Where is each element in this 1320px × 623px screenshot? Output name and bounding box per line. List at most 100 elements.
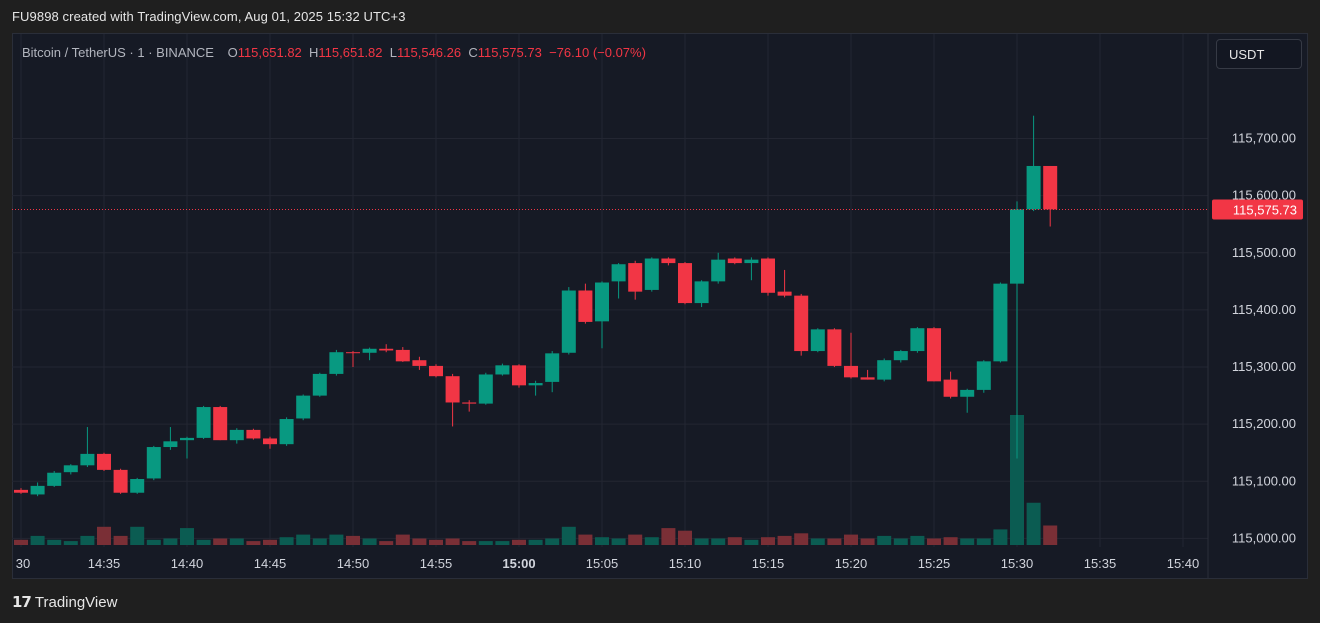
volume-bar-down <box>213 538 228 545</box>
x-tick-label: 15:25 <box>918 556 951 571</box>
candle-body-down <box>578 290 593 322</box>
candle-body-up <box>130 479 145 493</box>
candle-body-up <box>810 329 825 352</box>
volume-bar-down <box>246 541 261 545</box>
candle-body-down <box>777 291 792 296</box>
candle-body-down <box>213 407 228 441</box>
volume-bar-up <box>495 541 510 545</box>
volume-bar-up <box>611 538 626 545</box>
candle-body-up <box>611 264 626 282</box>
volume-bar-down <box>395 534 410 545</box>
volume-bar-up <box>976 538 991 545</box>
x-tick-label: 15:40 <box>1167 556 1200 571</box>
candle-body-down <box>943 379 958 397</box>
volume-bar-down <box>462 541 477 545</box>
candle-body-up <box>877 360 892 380</box>
volume-bar-up <box>545 538 560 545</box>
tradingview-logo[interactable]: 𝟭𝟳 TradingView <box>12 593 117 612</box>
volume-bar-up <box>595 537 609 545</box>
x-tick-label: 15:30 <box>1001 556 1034 571</box>
candle-body-down <box>727 258 742 264</box>
candle-body-down <box>429 365 443 377</box>
chart-header: FU9898 created with TradingView.com, Aug… <box>12 9 406 24</box>
volume-bar-up <box>644 537 659 545</box>
volume-bar-up <box>877 535 892 545</box>
x-tick-label: 14:50 <box>337 556 370 571</box>
volume-bar-up <box>744 539 759 545</box>
volume-bar-up <box>163 538 178 545</box>
tradingview-logo-icon: 𝟭𝟳 <box>12 594 32 611</box>
volume-bar-down <box>14 539 28 545</box>
candle-body-up <box>910 328 925 352</box>
volume-bar-up <box>196 539 211 545</box>
candle-body-up <box>146 447 161 479</box>
close-value: 115,575.73 <box>477 45 542 60</box>
x-tick-label: 15:20 <box>835 556 868 571</box>
candle-body-down <box>827 329 842 366</box>
candle-body-up <box>545 353 560 382</box>
volume-bar-down <box>429 539 443 545</box>
x-tick-label: 30 <box>16 556 30 571</box>
volume-bar-up <box>993 529 1008 545</box>
volume-bar-up <box>146 539 161 545</box>
candle-body-up <box>180 437 194 441</box>
volume-bar-up <box>1010 415 1024 545</box>
volume-bar-down <box>412 538 427 545</box>
candle-body-down <box>512 365 526 386</box>
volume-bar-up <box>910 535 925 545</box>
candle-body-down <box>761 258 775 293</box>
volume-bar-down <box>97 526 111 545</box>
symbol-title[interactable]: Bitcoin / TetherUS · 1 · BINANCE <box>22 45 214 60</box>
candle-body-down <box>14 489 28 493</box>
candle-body-down <box>1043 165 1058 210</box>
candle-body-down <box>246 429 261 439</box>
volume-bar-down <box>661 528 676 545</box>
y-tick-label: 115,600.00 <box>1232 188 1296 203</box>
candle-body-down <box>412 360 427 366</box>
candle-body-down <box>395 349 410 362</box>
candle-body-up <box>478 374 493 404</box>
volume-bar-down <box>512 539 526 545</box>
y-tick-label: 115,300.00 <box>1232 359 1296 374</box>
volume-bar-up <box>47 539 62 545</box>
volume-bar-down <box>1043 525 1058 545</box>
candle-body-up <box>279 419 294 445</box>
volume-bar-up <box>80 535 95 545</box>
candle-body-up <box>312 373 327 396</box>
chart-pane[interactable] <box>12 33 1308 579</box>
volume-bar-up <box>279 537 294 545</box>
candle-body-down <box>844 365 858 378</box>
open-label: O <box>227 45 238 60</box>
candle-body-up <box>163 441 178 448</box>
volume-bar-down <box>628 534 643 545</box>
candle-body-up <box>960 389 975 397</box>
candle-body-up <box>976 361 991 390</box>
x-tick-label: 14:55 <box>420 556 453 571</box>
currency-unit-button[interactable]: USDT <box>1216 39 1302 69</box>
candle-body-down <box>661 258 676 264</box>
candle-body-up <box>1010 209 1024 284</box>
candle-body-up <box>644 258 659 290</box>
volume-bar-down <box>727 537 742 545</box>
volume-bar-up <box>329 534 344 545</box>
y-tick-label: 115,500.00 <box>1232 245 1296 260</box>
candle-body-down <box>462 402 477 404</box>
x-tick-label: 14:35 <box>88 556 121 571</box>
candle-body-up <box>495 365 510 375</box>
volume-bar-up <box>229 538 244 545</box>
volume-bar-up <box>528 539 543 545</box>
candle-body-up <box>80 453 95 466</box>
volume-bar-up <box>694 538 709 545</box>
low-value: 115,546.26 <box>397 45 462 60</box>
y-tick-label: 115,400.00 <box>1232 302 1296 317</box>
volume-bar-up <box>1026 502 1041 545</box>
candle-body-up <box>744 259 759 264</box>
volume-bar-down <box>346 535 360 545</box>
candle-body-down <box>346 352 360 354</box>
candle-body-up <box>47 472 62 486</box>
candle-body-down <box>113 469 128 493</box>
ohlc-legend: Bitcoin / TetherUS · 1 · BINANCE O115,65… <box>22 45 646 60</box>
volume-bar-up <box>561 526 576 545</box>
x-tick-label: 15:10 <box>669 556 702 571</box>
